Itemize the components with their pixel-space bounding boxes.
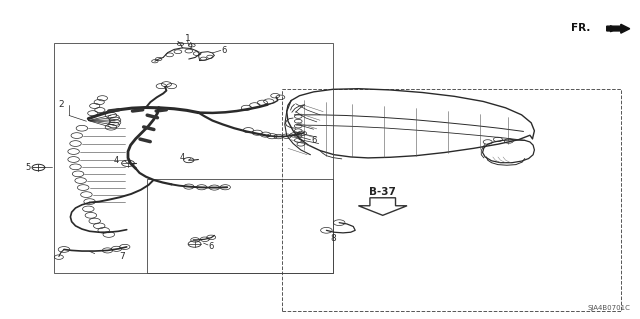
Text: 2: 2 xyxy=(58,100,63,109)
Text: 6: 6 xyxy=(221,46,227,55)
Text: 4: 4 xyxy=(114,156,119,165)
Text: 6: 6 xyxy=(311,137,316,145)
Text: SJA4B0701C: SJA4B0701C xyxy=(588,305,630,311)
Polygon shape xyxy=(607,24,630,33)
Text: 8: 8 xyxy=(330,234,335,243)
Text: 1: 1 xyxy=(185,34,190,43)
Text: 4: 4 xyxy=(180,153,185,162)
Text: B-37: B-37 xyxy=(369,187,396,197)
Text: 6: 6 xyxy=(209,242,214,251)
Polygon shape xyxy=(358,198,407,215)
Text: 5: 5 xyxy=(25,163,30,172)
Text: 7: 7 xyxy=(119,252,124,261)
Text: FR.: FR. xyxy=(572,23,591,33)
